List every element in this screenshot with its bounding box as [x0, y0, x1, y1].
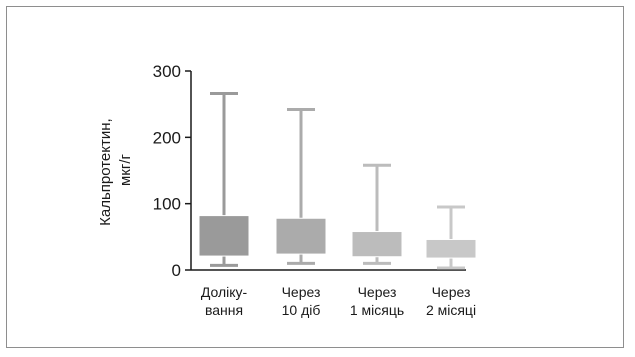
- boxes: [198, 92, 477, 270]
- box-1: [198, 92, 250, 267]
- category-label-2: Через 10 діб: [282, 284, 321, 318]
- iqr-box: [425, 238, 477, 259]
- iqr-box: [351, 231, 403, 258]
- box-4: [425, 205, 477, 270]
- chart-frame: [6, 6, 624, 348]
- y-tick-label: 0: [172, 261, 181, 280]
- y-axis-title-line-1: Кальпротектин,: [97, 118, 114, 226]
- y-ticks: 0 100 200 300: [153, 62, 191, 280]
- y-tick-label: 300: [153, 62, 181, 81]
- category-label-1: Доліку-вання: [201, 284, 248, 318]
- y-tick-label: 200: [153, 128, 181, 147]
- category-label-3: Через 1 місяць: [350, 284, 404, 318]
- y-tick-label: 100: [153, 195, 181, 214]
- y-axis-title-line-2: мкг/г: [117, 153, 134, 186]
- y-axis-title: Кальпротектин, мкг/г: [97, 114, 134, 226]
- iqr-box: [198, 215, 250, 257]
- category-labels: Доліку-вання Через 10 діб Через 1 місяць Чере…: [201, 284, 476, 318]
- box-3: [351, 163, 403, 265]
- iqr-box: [275, 217, 327, 255]
- box-2: [275, 107, 327, 265]
- category-label-4: Через 2 місяці: [426, 284, 476, 318]
